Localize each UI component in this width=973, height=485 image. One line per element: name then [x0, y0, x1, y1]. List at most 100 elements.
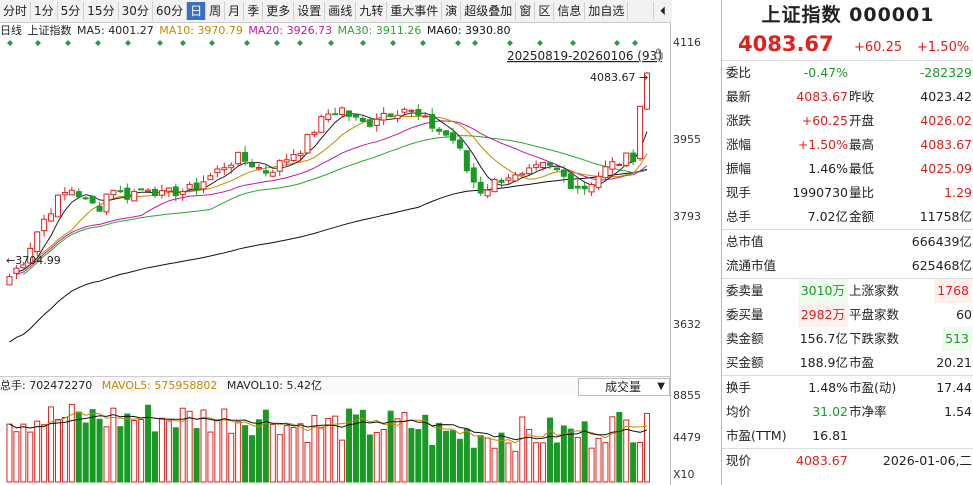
kline-chart[interactable]: 20250819-20260106 (93) 4083.67 → ←3704.99: [0, 22, 670, 485]
row-label: 委比: [726, 65, 752, 80]
quote.ratio_rows-row: 换手 1.48% 市盈(动) 17.44: [722, 376, 973, 400]
row-value: 1990730: [792, 185, 848, 200]
candle-body: [477, 181, 484, 194]
candle-body: [547, 162, 554, 166]
candle-body: [505, 177, 512, 181]
volume-bar: [131, 419, 138, 483]
date-range-label[interactable]: 20250819-20260106 (93): [507, 49, 662, 63]
candle-body: [54, 194, 61, 218]
toolbar-item-17[interactable]: 窗: [516, 2, 536, 20]
row-label: 卖金额: [726, 331, 764, 346]
toolbar-item-1[interactable]: 1分: [31, 2, 58, 20]
row-value: 1.48%: [808, 380, 848, 395]
volume-bar: [352, 414, 359, 483]
lock-icon[interactable]: [654, 48, 663, 60]
total-volume: 总手: 702472270: [0, 379, 93, 392]
candle-body: [13, 267, 20, 274]
candle-body: [394, 114, 401, 120]
indicator-select-value: 成交量: [605, 380, 642, 394]
row-label: 市盈: [849, 355, 875, 370]
toolbar-item-4[interactable]: 30分: [119, 2, 153, 20]
toolbar-item-9[interactable]: 季: [244, 2, 264, 20]
toolbar-item-7[interactable]: 周: [206, 2, 226, 20]
toolbar-item-19[interactable]: 信息: [554, 2, 586, 20]
volume-bar: [145, 404, 152, 483]
toolbar-item-20[interactable]: 加自选: [585, 2, 629, 20]
candle-body: [297, 152, 304, 157]
candle-body: [526, 167, 533, 175]
event-marker-icon: [35, 40, 41, 46]
toolbar-item-16[interactable]: 超级叠加: [461, 2, 517, 20]
quote.breadth_rows-row: 委买量 2982万 平盘家数 60: [722, 303, 973, 327]
candle-body: [415, 109, 422, 116]
volume-bar: [165, 420, 172, 483]
volume-bar: [27, 431, 34, 483]
volume-bar: [408, 428, 415, 483]
toolbar-item-8[interactable]: 月: [225, 2, 245, 20]
candle-body: [408, 109, 415, 112]
quote.rows-row: 最新 4083.67 昨收 4023.42: [722, 85, 973, 109]
candle-body: [387, 113, 394, 117]
candle-body: [533, 164, 540, 168]
ma-legend: 日线 上证指数 MA5: 4001.27 MA10: 3970.79 MA20:…: [0, 24, 670, 38]
toolbar-item-14[interactable]: 重大事件: [387, 2, 443, 20]
candle-body: [359, 118, 366, 122]
candle-body: [443, 130, 450, 136]
footer-datetime: 2026-01-06,二: [882, 453, 972, 468]
candle-body: [96, 205, 103, 212]
candle-body: [311, 131, 318, 136]
candle-body: [61, 192, 68, 196]
volume-bar: [325, 417, 332, 483]
current-price: 4083.67: [738, 32, 834, 56]
ma20-line: [16, 120, 648, 276]
toolbar-item-13[interactable]: 九转: [356, 2, 388, 20]
candle-body: [567, 173, 574, 190]
row-label: 最新: [726, 89, 752, 104]
indicator-select[interactable]: 成交量 ▼: [578, 378, 670, 396]
volume-bar: [138, 418, 145, 483]
candle-body: [228, 164, 235, 169]
candle-body: [484, 189, 491, 197]
volume-bar: [235, 421, 242, 483]
toolbar-item-2[interactable]: 5分: [58, 2, 85, 20]
row-value: 16.81: [812, 428, 848, 443]
toolbar-item-5[interactable]: 60分: [153, 2, 188, 20]
candle-body: [339, 107, 346, 116]
candle-body: [41, 218, 48, 232]
toolbar-item-15[interactable]: 演: [442, 2, 462, 20]
toolbar-item-3[interactable]: 15分: [84, 2, 119, 20]
toolbar-item-0[interactable]: 分时: [0, 2, 32, 20]
ma60-line: [9, 168, 648, 343]
candle-body: [20, 264, 27, 269]
volume-bar: [602, 442, 609, 483]
row-value: 4083.67: [920, 137, 972, 152]
volume-bar: [595, 437, 602, 483]
toolbar-item-12[interactable]: 画线: [325, 2, 357, 20]
candle-body: [595, 175, 602, 188]
toolbar-item-10[interactable]: 更多: [263, 2, 295, 20]
toolbar-item-11[interactable]: 设置: [294, 2, 326, 20]
period-toolbar: 分时 1分 5分 15分 30分 60分日周月季更多 设置 画线 九转 重大事件演超级叠加窗区信息…: [0, 0, 672, 23]
event-marker-icon: [157, 40, 163, 46]
row-value: 4023.42: [920, 89, 972, 104]
toolbar-item-18[interactable]: 区: [535, 2, 555, 20]
candle-body: [68, 189, 75, 196]
quote.market_rows-row: 总市值 666439亿: [722, 230, 973, 254]
volume-bar: [560, 425, 567, 483]
event-marker-icon: [360, 40, 366, 46]
volume-bar: [249, 435, 256, 483]
candle-body: [318, 116, 325, 133]
volume-bar: [366, 434, 373, 483]
event-marker-icon: [328, 40, 334, 46]
toolbar-item-6[interactable]: 日: [187, 2, 207, 20]
event-marker-icon: [7, 40, 13, 46]
volume-bar: [339, 439, 346, 483]
collapse-panel-icon[interactable]: ⏴: [652, 2, 672, 20]
row-label: 涨跌: [726, 113, 752, 128]
row-value: 156.7亿: [799, 331, 848, 346]
y-tick-4116: 4116: [673, 36, 701, 49]
footer-row: 现价 4083.67 2026-01-06,二: [722, 448, 973, 473]
event-marker-icon: [95, 40, 101, 46]
candle-body: [186, 183, 193, 190]
row-value: 1.54: [944, 404, 972, 419]
